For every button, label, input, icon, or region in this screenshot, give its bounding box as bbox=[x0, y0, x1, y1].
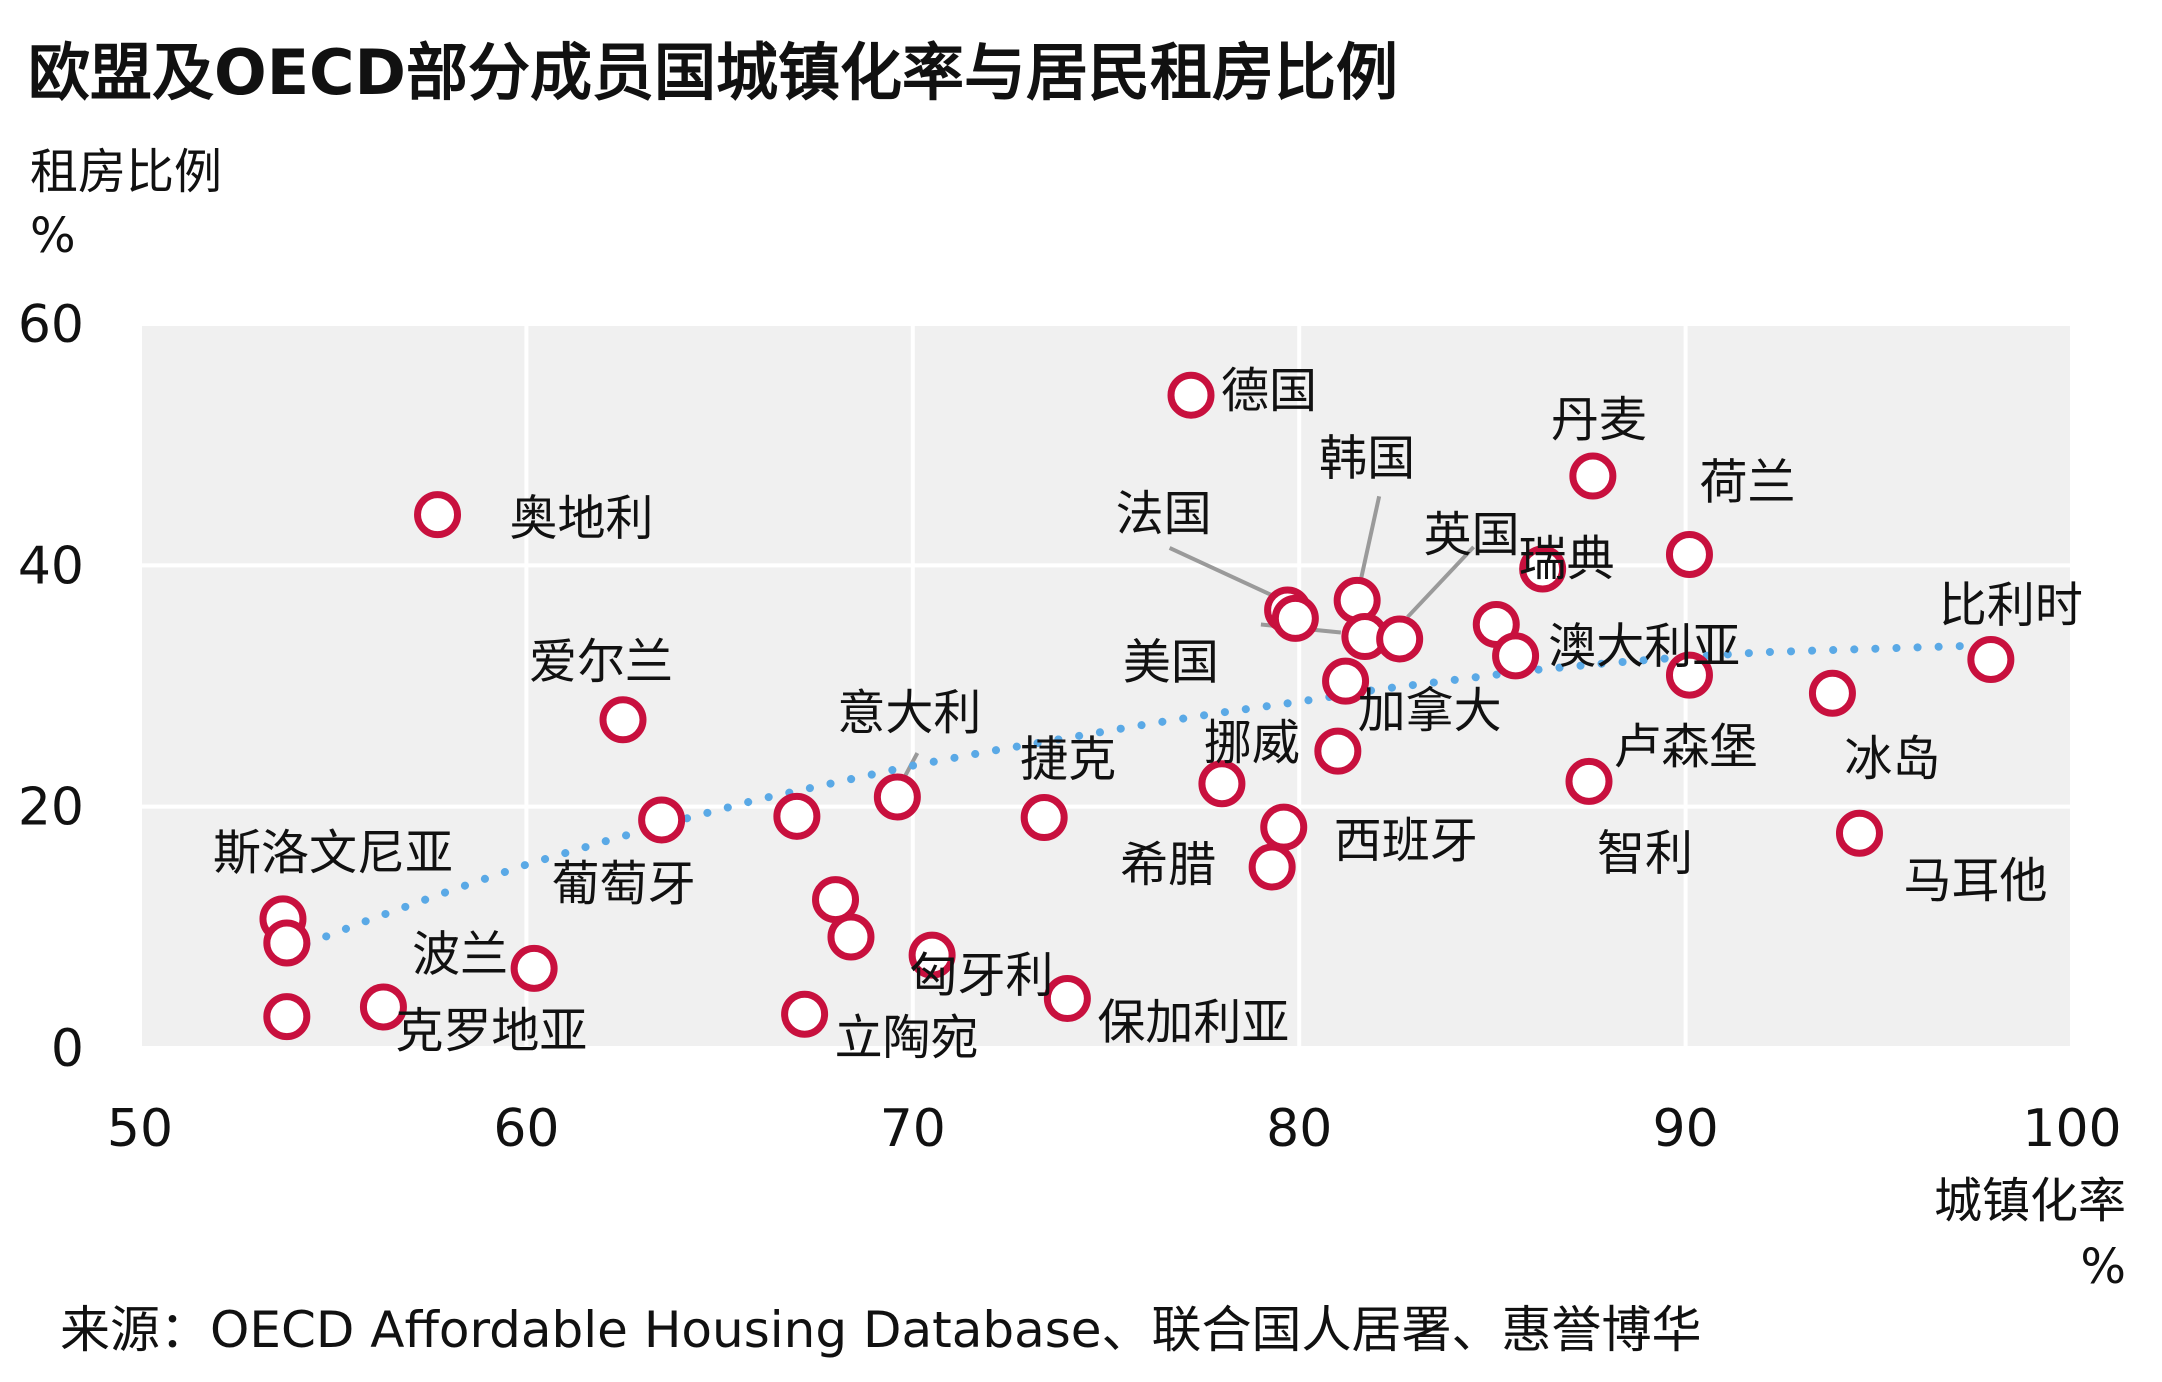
y-tick-label: 40 bbox=[18, 536, 84, 596]
data-point bbox=[1271, 594, 1319, 642]
point-label: 斯洛文尼亚 bbox=[213, 825, 453, 881]
data-point bbox=[359, 983, 407, 1031]
point-label: 葡萄牙 bbox=[552, 856, 696, 912]
x-axis-title: 城镇化率 bbox=[1933, 1173, 2126, 1229]
point-label: 克罗地亚 bbox=[395, 1003, 587, 1059]
x-axis-unit: % bbox=[2080, 1239, 2126, 1295]
y-axis-label: 租房比例 % bbox=[30, 140, 222, 268]
data-point bbox=[638, 796, 686, 844]
data-point bbox=[773, 792, 821, 840]
data-point bbox=[1565, 757, 1613, 805]
point-label: 冰岛 bbox=[1844, 731, 1940, 787]
data-point bbox=[1376, 615, 1424, 663]
source-note: 来源：OECD Affordable Housing Database、联合国人… bbox=[60, 1301, 1702, 1359]
data-point bbox=[414, 491, 462, 539]
y-tick-label: 0 bbox=[51, 1019, 84, 1079]
x-tick-label: 70 bbox=[880, 1099, 946, 1159]
plot-area bbox=[140, 324, 2072, 1048]
x-tick-label: 60 bbox=[493, 1099, 559, 1159]
x-tick-label: 50 bbox=[107, 1099, 173, 1159]
trend-line bbox=[282, 641, 1999, 956]
point-label: 西班牙 bbox=[1334, 813, 1478, 869]
point-label: 波兰 bbox=[412, 926, 508, 982]
data-point bbox=[599, 696, 647, 744]
point-label: 马耳他 bbox=[1903, 853, 2047, 909]
point-label: 希腊 bbox=[1120, 837, 1216, 893]
chart-title: 欧盟及OECD部分成员国城镇化率与居民租房比例 bbox=[28, 36, 1399, 109]
data-point bbox=[1665, 530, 1713, 578]
data-point bbox=[1967, 635, 2015, 683]
data-point bbox=[263, 919, 311, 967]
data-point bbox=[1260, 803, 1308, 851]
data-point bbox=[1043, 975, 1091, 1023]
point-label: 立陶宛 bbox=[835, 1010, 979, 1066]
x-tick-label: 100 bbox=[2022, 1099, 2121, 1159]
gridlines bbox=[138, 322, 2074, 1050]
leader-line bbox=[1359, 495, 1382, 579]
point-label: 保加利亚 bbox=[1097, 995, 1289, 1051]
data-point bbox=[1808, 669, 1856, 717]
point-label: 瑞典 bbox=[1519, 531, 1615, 587]
data-point bbox=[510, 944, 558, 992]
data-point bbox=[1248, 843, 1296, 891]
trend-path bbox=[282, 641, 1999, 956]
data-point bbox=[1835, 809, 1883, 857]
data-point bbox=[1322, 657, 1370, 705]
point-label: 智利 bbox=[1597, 825, 1693, 881]
point-label: 挪威 bbox=[1204, 715, 1300, 771]
point-label: 德国 bbox=[1221, 363, 1317, 419]
data-point bbox=[263, 993, 311, 1041]
point-label: 捷克 bbox=[1020, 732, 1116, 788]
point-label: 比利时 bbox=[1939, 577, 2083, 633]
point-label: 韩国 bbox=[1319, 430, 1415, 486]
data-point bbox=[1569, 452, 1617, 500]
point-label: 爱尔兰 bbox=[529, 634, 673, 690]
y-axis-unit: % bbox=[30, 208, 76, 264]
x-tick-label: 80 bbox=[1266, 1099, 1332, 1159]
data-point bbox=[781, 990, 829, 1038]
y-tick-label: 60 bbox=[18, 295, 84, 355]
data-point bbox=[827, 913, 875, 961]
point-label: 加拿大 bbox=[1358, 683, 1502, 739]
data-points bbox=[259, 371, 2015, 1041]
point-label: 意大利 bbox=[837, 685, 981, 741]
point-label: 美国 bbox=[1123, 635, 1219, 691]
y-axis-title: 租房比例 bbox=[30, 144, 223, 200]
point-label: 荷兰 bbox=[1699, 454, 1795, 510]
point-label: 匈牙利 bbox=[910, 948, 1054, 1004]
y-tick-label: 20 bbox=[18, 778, 84, 838]
data-point bbox=[1519, 545, 1567, 593]
point-label: 澳大利亚 bbox=[1548, 618, 1740, 674]
data-point bbox=[1167, 371, 1215, 419]
data-point bbox=[908, 931, 956, 979]
point-label: 法国 bbox=[1116, 486, 1212, 542]
axis-ticks: 50 60 70 80 90 100 0 20 40 60 bbox=[18, 295, 2122, 1159]
data-point bbox=[1020, 794, 1068, 842]
leader-line bbox=[1168, 546, 1275, 598]
point-label: 英国 bbox=[1424, 507, 1520, 563]
data-point bbox=[1198, 760, 1246, 808]
point-label: 奥地利 bbox=[510, 491, 654, 547]
x-tick-label: 90 bbox=[1653, 1099, 1719, 1159]
data-point bbox=[1314, 727, 1362, 775]
x-axis-label: 城镇化率 % bbox=[1934, 1168, 2126, 1300]
data-point bbox=[873, 773, 921, 821]
data-point bbox=[1492, 632, 1540, 680]
data-point bbox=[1665, 651, 1713, 699]
leader-line bbox=[1406, 545, 1476, 619]
point-label: 丹麦 bbox=[1551, 392, 1647, 448]
point-label: 卢森堡 bbox=[1613, 719, 1757, 775]
